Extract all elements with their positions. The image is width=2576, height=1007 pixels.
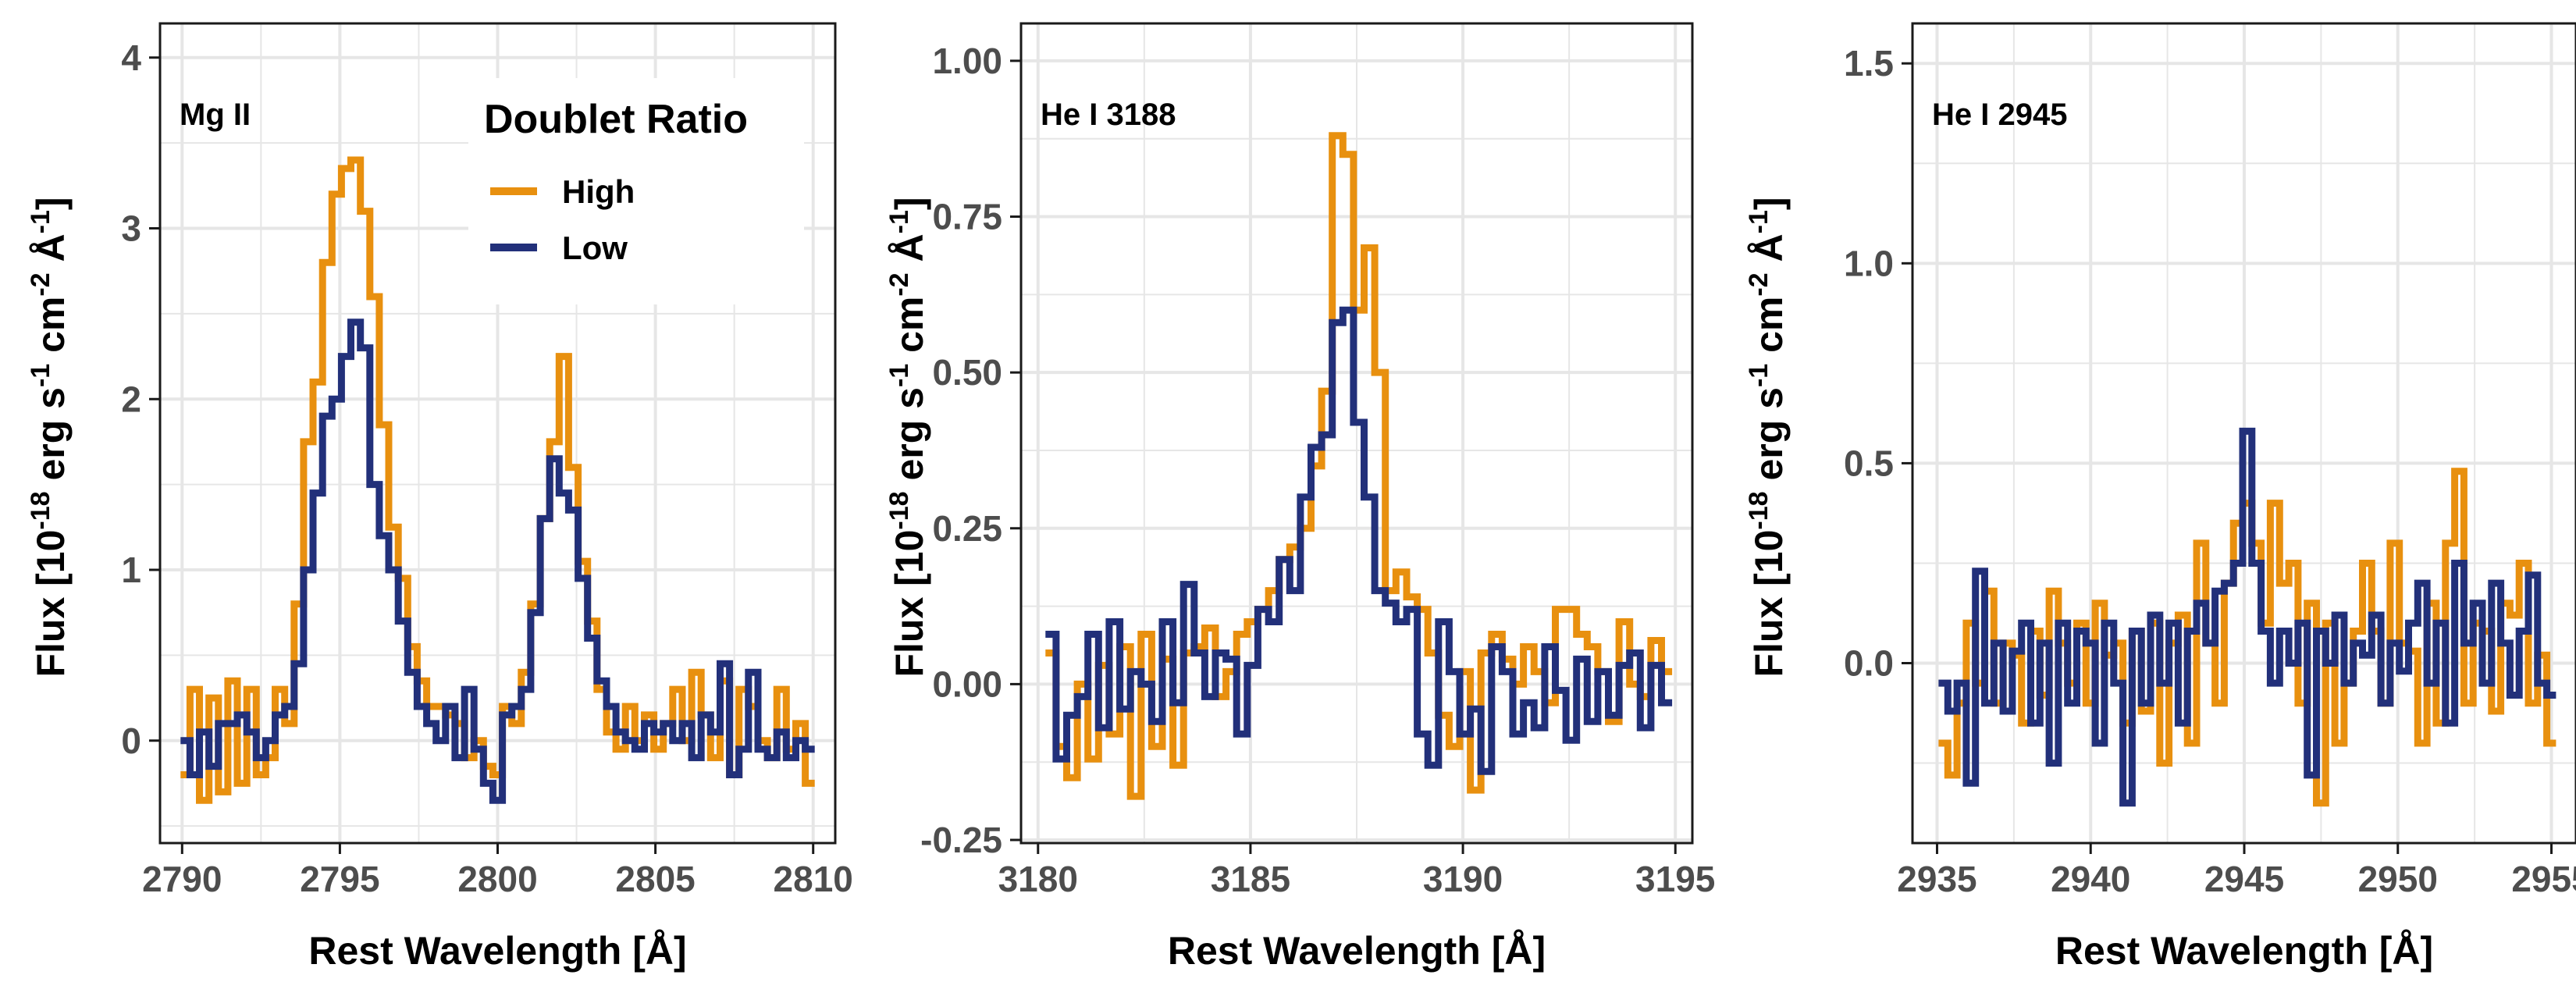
- x-tick-label: 3190: [1423, 859, 1503, 899]
- panel-title: He I 3188: [1041, 98, 1176, 132]
- y-axis-label-superscript: -2: [1744, 272, 1774, 296]
- y-axis-label-text: ]: [888, 197, 931, 210]
- y-axis-label-text: ]: [29, 197, 73, 210]
- legend-label-high: High: [562, 173, 635, 210]
- x-axis-label: Rest Wavelength [Å]: [308, 929, 686, 973]
- y-tick-label: 0.50: [932, 352, 1002, 393]
- series-group: [1045, 132, 1673, 800]
- y-axis-label-text: Flux [10: [888, 530, 931, 678]
- x-tick-label: 2940: [2051, 859, 2130, 899]
- y-axis-label-superscript: -1: [26, 210, 55, 233]
- y-axis-label: Flux [10-18 erg s-1 cm-2 Å-1]: [26, 197, 73, 677]
- y-axis-label-text: Å: [1747, 233, 1791, 272]
- y-tick-label: 1.5: [1844, 43, 1894, 84]
- y-axis-label-superscript: -18: [1744, 491, 1774, 529]
- y-axis-label-text: Å: [29, 233, 73, 272]
- y-tick-label: 0.25: [932, 508, 1002, 549]
- series-group: [180, 156, 815, 804]
- legend-label-low: Low: [562, 230, 628, 266]
- x-axis-label: Rest Wavelength [Å]: [2055, 929, 2433, 973]
- panel-title: Mg II: [180, 98, 251, 132]
- x-tick-label: 2950: [2358, 859, 2438, 899]
- x-tick-label: 3195: [1635, 859, 1715, 899]
- y-tick-label: 0.0: [1844, 643, 1894, 684]
- legend: Doublet Ratio High Low: [468, 78, 804, 304]
- y-axis-label-text: cm: [1747, 297, 1791, 364]
- y-axis-label-superscript: -2: [26, 272, 55, 296]
- x-tick-label: 2935: [1897, 859, 1976, 899]
- panel-2: 3180 3185 3190 3195 -0.25 0.00 0.25 0.50 0.75 1.0…: [884, 22, 1715, 973]
- panel-3: 2935 2940 2945 2950 2955 0.0 0.5 1.0 1.5 He I 294…: [1744, 22, 2576, 973]
- y-axis-label-text: Flux [10: [29, 530, 73, 678]
- y-axis-label: Flux [10-18 erg s-1 cm-2 Å-1]: [884, 197, 931, 677]
- y-tick-label: 1.0: [1844, 243, 1894, 283]
- panel-border: [1019, 22, 1694, 845]
- y-tick-label: 0.5: [1844, 443, 1894, 483]
- legend-title: Doublet Ratio: [484, 97, 748, 142]
- x-tick-label: 3185: [1211, 859, 1290, 899]
- y-axis-label-text: erg s: [29, 387, 73, 491]
- y-axis-label-superscript: -1: [884, 210, 914, 233]
- x-tick-label: 2810: [774, 859, 853, 899]
- x-tick-label: 2795: [300, 859, 379, 899]
- y-tick-label: 1.00: [932, 41, 1002, 81]
- y-axis-label-superscript: -18: [884, 491, 914, 529]
- y-tick-label: -0.25: [920, 820, 1002, 860]
- y-axis-label-text: cm: [888, 297, 931, 364]
- y-tick-label: 3: [121, 208, 141, 249]
- y-axis-label-superscript: -18: [26, 491, 55, 529]
- series-group: [1938, 427, 2556, 807]
- x-tick-label: 2805: [615, 859, 695, 899]
- y-axis-label-superscript: -1: [884, 364, 914, 387]
- y-tick-label: 0: [121, 721, 141, 761]
- series-line-low: [180, 318, 815, 804]
- y-axis-label-superscript: -1: [1744, 364, 1774, 387]
- y-axis-label-superscript: -1: [26, 364, 55, 387]
- series-line-low: [1938, 427, 2556, 807]
- y-axis-label-superscript: -2: [884, 272, 914, 296]
- x-tick-label: 3180: [998, 859, 1078, 899]
- y-axis-label-text: Å: [888, 233, 931, 272]
- y-axis-label-text: erg s: [1747, 387, 1791, 491]
- x-tick-label: 2945: [2204, 859, 2284, 899]
- y-tick-label: 0.75: [932, 197, 1002, 237]
- y-axis-label-text: cm: [29, 297, 73, 364]
- y-tick-label: 1: [121, 550, 141, 590]
- x-tick-label: 2955: [2511, 859, 2576, 899]
- y-axis-label: Flux [10-18 erg s-1 cm-2 Å-1]: [1744, 197, 1791, 677]
- y-axis-label-text: Flux [10: [1747, 530, 1791, 678]
- series-line-low: [1045, 306, 1673, 775]
- y-axis-label-superscript: -1: [1744, 210, 1774, 233]
- panel-title: He I 2945: [1932, 98, 2067, 132]
- x-tick-label: 2800: [457, 859, 537, 899]
- x-axis-label: Rest Wavelength [Å]: [1168, 929, 1546, 973]
- y-tick-label: 0.00: [932, 664, 1002, 704]
- y-tick-label: 4: [121, 37, 141, 78]
- panel-1: 2790 2795 2800 2805 2810 0 1 2 3 4 Mg II Rest Wavel…: [26, 22, 853, 973]
- y-tick-label: 2: [121, 379, 141, 419]
- y-axis-label-text: erg s: [888, 387, 931, 491]
- y-axis-label-text: ]: [1747, 197, 1791, 210]
- x-tick-label: 2790: [142, 859, 222, 899]
